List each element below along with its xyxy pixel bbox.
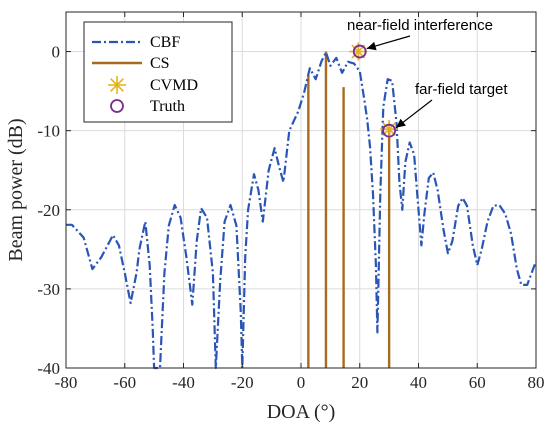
annotation-arrow-far-field	[395, 99, 433, 129]
cbf-line	[66, 51, 538, 370]
legend-label: Truth	[150, 98, 185, 115]
cvmd-star-stroke	[351, 44, 366, 59]
x-tick-label: 20	[351, 373, 368, 392]
y-tick-label: -20	[37, 201, 60, 220]
x-tick-label: 80	[528, 373, 545, 392]
ticks: -80 -60 -40 -20 0 20 40 60 80 -40 -30 -20 -10 0	[37, 12, 545, 392]
x-tick-label: 40	[410, 373, 427, 392]
legend-box	[83, 21, 233, 123]
truth-marker	[352, 44, 367, 59]
cvmd-star-stroke	[382, 122, 397, 137]
annotation-near-field: near-field interference	[347, 17, 493, 34]
x-tick-label: 0	[297, 373, 306, 392]
x-axis-title: DOA (°)	[267, 401, 336, 423]
y-tick-label: -30	[37, 280, 60, 299]
markers	[349, 42, 399, 139]
annotations: near-field interference far-field target	[347, 17, 508, 129]
x-tick-label: -80	[55, 373, 78, 392]
legend-label: CS	[150, 55, 170, 72]
annotation-far-field: far-field target	[415, 81, 508, 98]
arrow-head	[396, 118, 406, 128]
x-tick-label: -60	[113, 373, 136, 392]
legend: CBF CS CVMD Truth	[83, 21, 233, 123]
truth-marker	[382, 123, 397, 138]
arrow-head	[366, 41, 377, 51]
y-tick-label: 0	[52, 43, 61, 62]
y-tick-label: -10	[37, 122, 60, 141]
legend-swatch-truth	[110, 99, 124, 113]
legend-swatch-cvmd	[108, 76, 126, 94]
cvmd-star-stroke	[110, 78, 124, 92]
x-tick-label: -20	[231, 373, 254, 392]
y-tick-label: -40	[37, 359, 60, 378]
legend-label: CVMD	[150, 77, 198, 94]
y-axis-title: Beam power (dB)	[5, 118, 27, 261]
x-tick-label: -40	[172, 373, 195, 392]
cbf-series	[66, 51, 538, 370]
cs-stems	[307, 51, 391, 368]
x-tick-label: 60	[469, 373, 486, 392]
legend-label: CBF	[150, 34, 180, 51]
annotation-arrow-near-field	[366, 35, 411, 51]
